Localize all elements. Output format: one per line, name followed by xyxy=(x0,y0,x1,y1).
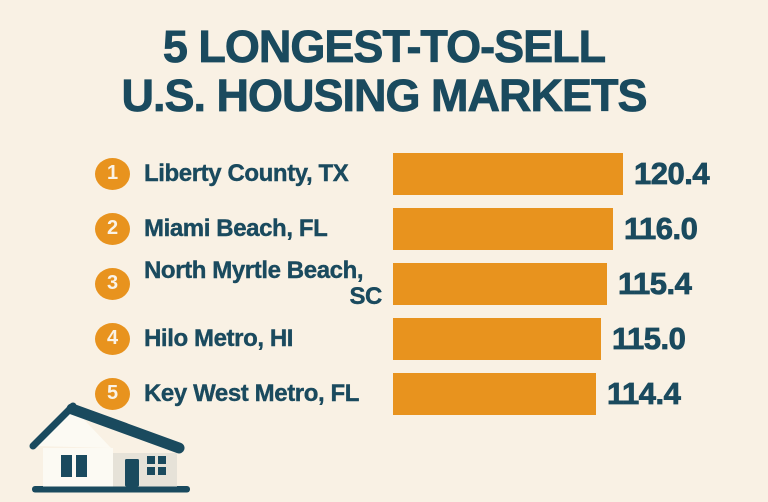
market-label: Hilo Metro, HI xyxy=(144,325,294,352)
value-bar xyxy=(393,208,613,250)
house-icon xyxy=(29,402,190,493)
chart-title-line2: U.S. HOUSING MARKETS xyxy=(121,70,648,121)
market-label: North Myrtle Beach, SC xyxy=(144,257,383,310)
value-bar xyxy=(393,373,596,415)
market-row: 4 Hilo Metro, HI 115.0 xyxy=(95,318,709,360)
rank-badge: 5 xyxy=(95,378,130,410)
rank-badge: 3 xyxy=(95,268,130,300)
market-label: Liberty County, TX xyxy=(144,160,349,187)
chart-title-line1: 5 LONGEST-TO-SELL xyxy=(162,21,606,72)
value-label: 115.4 xyxy=(618,266,693,302)
value-bar xyxy=(393,263,607,305)
value-label: 114.4 xyxy=(607,376,682,412)
value-label: 120.4 xyxy=(634,156,710,192)
value-bar xyxy=(393,153,623,195)
ranking-list: 1 Liberty County, TX 120.4 2 Miami Beach… xyxy=(95,153,710,428)
market-label: Miami Beach, FL xyxy=(144,215,328,242)
value-bar xyxy=(393,318,601,360)
value-label: 116.0 xyxy=(624,211,699,247)
market-row: 3 North Myrtle Beach, SC 115.4 xyxy=(95,257,709,310)
value-label: 115.0 xyxy=(612,321,687,357)
market-row: 2 Miami Beach, FL 116.0 xyxy=(95,208,709,250)
market-row: 1 Liberty County, TX 120.4 xyxy=(95,153,710,195)
chart-title: 5 LONGEST-TO-SELL U.S. HOUSING MARKETS xyxy=(0,21,768,121)
market-row: 5 Key West Metro, FL 114.4 xyxy=(95,373,709,415)
rank-badge: 4 xyxy=(95,323,130,355)
market-label: Key West Metro, FL xyxy=(144,380,360,407)
rank-badge: 2 xyxy=(95,213,130,245)
rank-badge: 1 xyxy=(95,158,130,190)
